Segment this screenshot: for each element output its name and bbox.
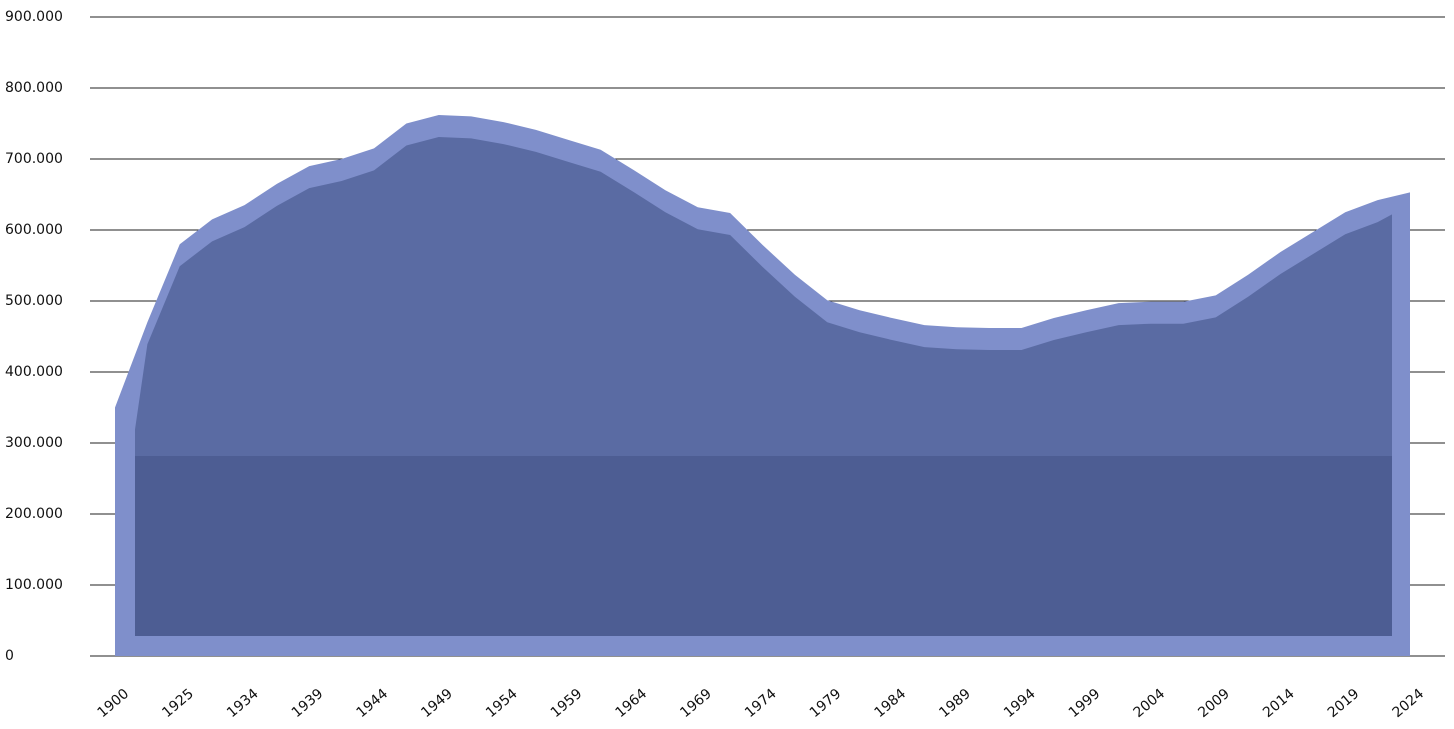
y-tick-label: 500.000 [5, 293, 63, 309]
x-tick-label: 2024 [1390, 686, 1428, 721]
x-tick-label: 1954 [483, 686, 521, 721]
y-tick-label: 100.000 [5, 577, 63, 593]
y-tick-label: 800.000 [5, 80, 63, 96]
y-tick-label: 0 [5, 648, 14, 664]
x-tick-label: 1984 [872, 686, 910, 721]
photo-ground [135, 456, 1392, 636]
x-tick-label: 1979 [807, 686, 845, 721]
x-tick-label: 1939 [289, 686, 327, 721]
y-tick-label: 200.000 [5, 506, 63, 522]
x-tick-label: 1944 [354, 686, 392, 721]
x-tick-label: 1934 [224, 686, 262, 721]
x-tick-label: 1999 [1066, 686, 1104, 721]
x-tick-label: 2004 [1131, 686, 1169, 721]
x-tick-label: 2009 [1195, 686, 1233, 721]
x-tick-label: 2019 [1325, 686, 1363, 721]
x-tick-label: 1989 [936, 686, 974, 721]
y-tick-label: 900.000 [5, 9, 63, 25]
x-tick-label: 1949 [418, 686, 456, 721]
x-tick-label: 1900 [95, 686, 133, 721]
y-tick-label: 600.000 [5, 222, 63, 238]
x-tick-label: 1969 [677, 686, 715, 721]
x-tick-label: 1925 [159, 686, 197, 721]
y-tick-label: 400.000 [5, 364, 63, 380]
x-tick-label: 1974 [742, 686, 780, 721]
y-tick-label: 700.000 [5, 151, 63, 167]
x-tick-label: 1959 [548, 686, 586, 721]
x-tick-label: 1994 [1001, 686, 1039, 721]
x-tick-label: 2014 [1260, 686, 1298, 721]
y-tick-label: 300.000 [5, 435, 63, 451]
x-tick-label: 1964 [613, 686, 651, 721]
